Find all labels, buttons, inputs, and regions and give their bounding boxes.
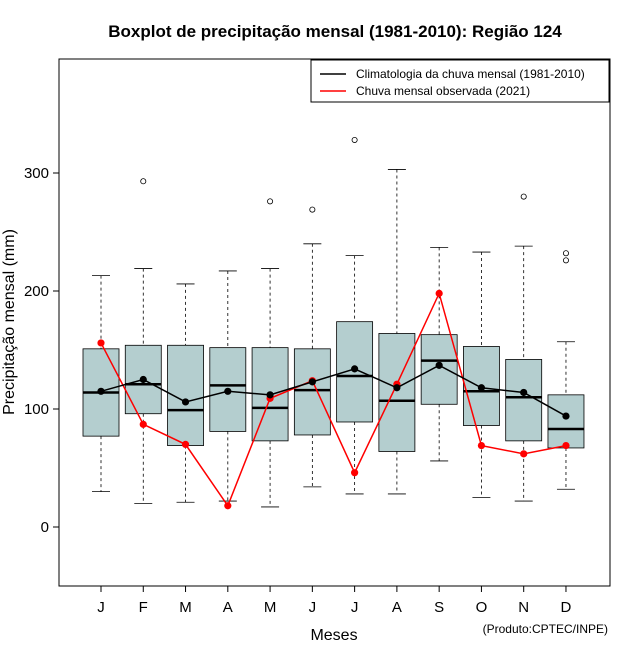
box-month-1 [82,275,120,493]
box-month-7 [336,136,374,495]
x-tick-label: J [97,599,105,616]
legend-label-climatology: Climatologia da chuva mensal (1981-2010) [356,67,585,81]
box-iqr [293,348,331,436]
y-axis-title: Precipitação mensal (mm) [1,229,18,415]
series-point-climatology [435,361,443,369]
box-month-8 [378,169,416,495]
series-point-observed [139,420,147,428]
x-tick-label: A [392,599,402,616]
outlier-point [562,257,569,264]
product-credit: (Produto:CPTEC/INPE) [483,622,608,636]
outlier-point [520,193,527,200]
series-point-climatology [351,365,359,373]
x-tick-label: J [309,599,317,616]
series-point-climatology [562,412,570,420]
legend: Climatologia da chuva mensal (1981-2010)… [310,59,610,103]
legend-box [310,59,610,103]
outlier-point [309,206,316,213]
series-point-climatology [139,375,147,384]
series-line-observed [100,291,567,508]
series-line-climatology [100,364,567,417]
box-month-9 [420,246,458,462]
x-tick-label: A [223,599,233,616]
outlier-point [140,178,147,185]
box-iqr [505,359,543,442]
x-tick-label: O [476,599,488,616]
y-tick-label: 100 [24,401,49,418]
box-month-10 [463,251,500,498]
series-point-observed [351,469,359,477]
legend-label-observed: Chuva mensal observada (2021) [356,84,530,98]
y-axis: 0 100 200 300 [24,165,60,536]
series-point-climatology [181,398,190,406]
series-point-observed [224,502,232,510]
outlier-point [267,198,274,205]
outlier-point [562,250,569,257]
plot-frame [58,58,611,587]
box-iqr [547,394,585,449]
x-tick-label: M [264,599,277,616]
boxes-layer [82,136,585,508]
box-month-12 [547,250,585,490]
series-layer [97,289,570,510]
x-tick-label: D [561,599,572,616]
box-month-11 [505,193,543,502]
x-tick-label: S [434,599,444,616]
box-iqr [420,334,458,405]
y-tick-label: 300 [24,165,49,182]
series-point-climatology [520,388,528,397]
series-point-observed [181,440,190,448]
box-month-3 [167,283,204,503]
series-point-climatology [393,384,401,392]
outlier-point [351,136,358,143]
box-month-4 [209,270,247,502]
series-point-climatology [224,387,232,395]
chart-title: Boxplot de precipitação mensal (1981-201… [108,22,562,41]
series-point-observed [477,441,486,450]
x-tick-label: M [179,599,192,616]
box-month-5 [251,198,289,508]
series-point-climatology [308,378,316,386]
series-point-observed [435,289,443,297]
x-tick-label: N [518,599,529,616]
y-tick-label: 200 [24,283,49,300]
series-point-observed [97,339,105,347]
x-tick-label: J [351,599,359,616]
series-point-observed [520,450,528,458]
series-point-climatology [266,391,274,399]
x-tick-label: F [139,599,148,616]
y-tick-label: 0 [41,519,49,536]
series-point-observed [562,441,570,450]
series-point-climatology [477,384,486,392]
box-iqr [378,333,416,452]
box-month-2 [124,178,162,504]
x-axis-title: Meses [310,627,357,644]
box-month-6 [293,206,331,488]
series-point-climatology [97,387,105,395]
